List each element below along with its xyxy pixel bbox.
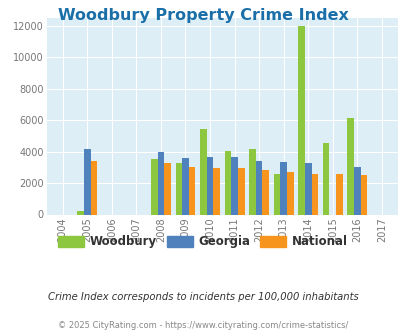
Bar xyxy=(188,167,195,214)
Bar xyxy=(273,175,280,215)
Bar xyxy=(353,167,360,214)
Bar xyxy=(237,168,244,214)
Bar xyxy=(151,159,157,214)
Bar xyxy=(77,211,84,215)
Bar xyxy=(200,129,206,214)
Bar xyxy=(322,143,329,214)
Legend: Woodbury, Georgia, National: Woodbury, Georgia, National xyxy=(53,231,352,253)
Bar xyxy=(255,161,262,214)
Bar xyxy=(224,151,231,214)
Text: Woodbury Property Crime Index: Woodbury Property Crime Index xyxy=(58,8,347,23)
Bar xyxy=(262,170,269,214)
Bar xyxy=(298,26,304,214)
Bar xyxy=(164,163,171,214)
Bar xyxy=(231,157,237,214)
Bar xyxy=(347,118,353,214)
Bar xyxy=(286,172,293,214)
Bar xyxy=(280,162,286,214)
Bar xyxy=(304,163,311,214)
Text: Crime Index corresponds to incidents per 100,000 inhabitants: Crime Index corresponds to incidents per… xyxy=(47,292,358,302)
Bar xyxy=(84,148,90,214)
Bar xyxy=(206,157,213,214)
Bar xyxy=(175,163,182,214)
Bar xyxy=(249,148,255,214)
Bar xyxy=(182,158,188,214)
Bar xyxy=(213,168,220,214)
Bar xyxy=(360,175,367,214)
Text: © 2025 CityRating.com - https://www.cityrating.com/crime-statistics/: © 2025 CityRating.com - https://www.city… xyxy=(58,321,347,330)
Bar xyxy=(335,174,342,214)
Bar xyxy=(311,174,318,214)
Bar xyxy=(157,152,164,214)
Bar xyxy=(90,161,97,214)
